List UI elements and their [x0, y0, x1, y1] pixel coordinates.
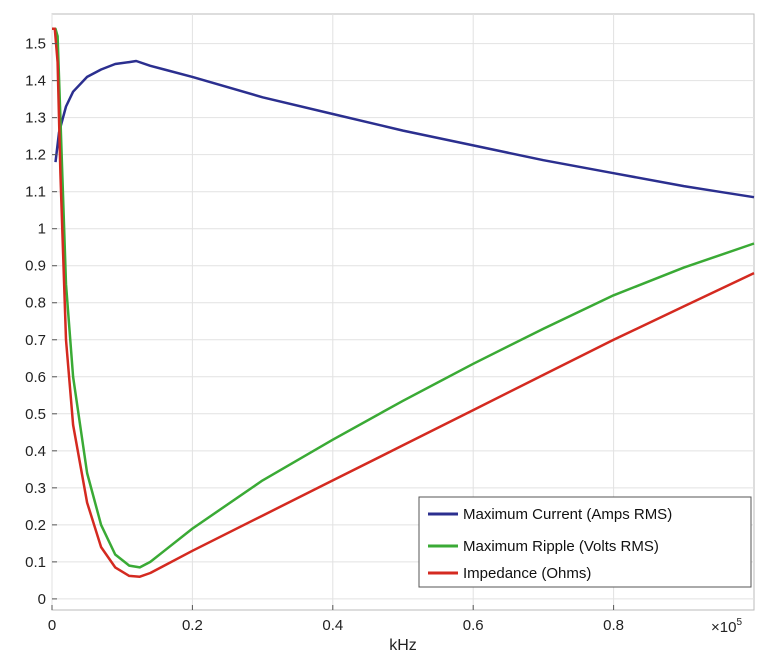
x-axis-label: kHz	[389, 637, 417, 654]
y-tick-label: 0.3	[25, 480, 46, 497]
series-layer	[52, 27, 755, 578]
x-axis: 0 0.2 0.4 0.6 0.8	[48, 605, 624, 634]
y-tick-label: 0.8	[25, 295, 46, 312]
y-tick-label: 1.3	[25, 110, 46, 127]
y-axis: 0 0.1 0.2 0.3 0.4 0.5 0.6 0.7 0.8 0.9 1 1.1 1.2 1.3 1.…	[25, 36, 57, 608]
y-tick-label: 0.4	[25, 443, 46, 460]
y-tick-label: 0.7	[25, 332, 46, 349]
x-tick-label: 0.8	[603, 617, 624, 634]
y-tick-label: 0.2	[25, 517, 46, 534]
x-tick-label: 0.6	[463, 617, 484, 634]
y-tick-label: 1.2	[25, 147, 46, 164]
x-tick-label: 0.2	[182, 617, 203, 634]
legend-label-impedance: Impedance (Ohms)	[463, 565, 591, 582]
y-tick-label: 1.5	[25, 36, 46, 53]
grid	[51, 14, 754, 610]
x-tick-label: 0.4	[322, 617, 343, 634]
series-line-max-ripple	[52, 27, 755, 569]
y-tick-label: 0	[38, 591, 46, 608]
y-tick-label: 1.1	[25, 184, 46, 201]
legend-label-current: Maximum Current (Amps RMS)	[463, 506, 672, 523]
y-tick-label: 0.6	[25, 369, 46, 386]
legend-label-ripple: Maximum Ripple (Volts RMS)	[463, 538, 659, 555]
legend: Maximum Current (Amps RMS) Maximum Rippl…	[418, 496, 752, 588]
y-tick-label: 1.4	[25, 73, 46, 90]
y-tick-label: 0.1	[25, 554, 46, 571]
series-line-max-current	[54, 59, 755, 199]
x-multiplier-label: ×105	[711, 617, 742, 636]
legend-box	[418, 496, 752, 588]
y-tick-label: 0.9	[25, 258, 46, 275]
y-tick-label: 0.5	[25, 406, 46, 423]
series-line-impedance	[52, 27, 755, 578]
y-tick-label: 1	[38, 221, 46, 238]
x-tick-label: 0	[48, 617, 56, 634]
